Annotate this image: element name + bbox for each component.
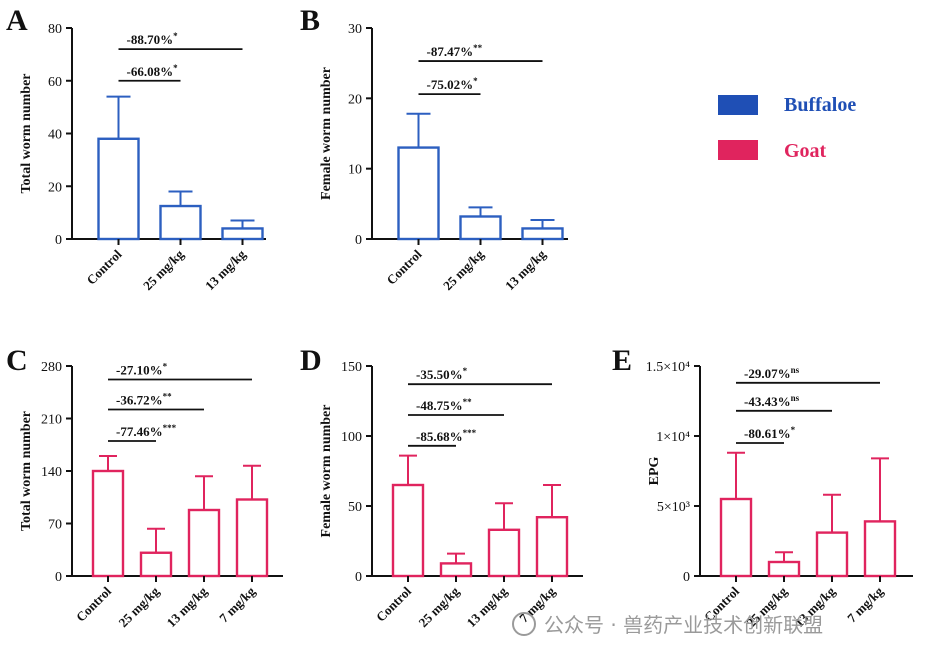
y-tick-label-d: 150 [341, 360, 362, 375]
annotation-label-c: -77.46%*** [116, 423, 177, 439]
y-tick-label-a: 20 [48, 180, 62, 195]
annotation-label-e: -43.43%ns [744, 393, 800, 409]
y-tick-label-c: 280 [41, 360, 62, 375]
y-tick-label-d: 50 [348, 500, 362, 515]
watermark-text: 公众号 · 兽药产业技术创新联盟 [544, 613, 823, 637]
annotation-label-d: -85.68%*** [416, 428, 477, 444]
annotation-label-e: -29.07%ns [744, 365, 800, 381]
x-tick-label-c: 7 mg/kg [216, 583, 258, 625]
x-tick-label-d: 25 mg/kg [416, 583, 463, 630]
y-tick-label-a: 0 [55, 233, 62, 248]
panel-letter-a: A [6, 4, 28, 37]
bar-b [521, 227, 564, 241]
y-tick-label-c: 140 [41, 465, 62, 480]
panel-letter-b: B [300, 4, 320, 37]
y-axis-label-d: Female worm number [319, 405, 334, 538]
legend-label-goat: Goat [784, 140, 827, 162]
bar-b [397, 146, 440, 241]
legend: Buffaloe Goat [718, 94, 856, 162]
wechat-icon [512, 612, 536, 636]
bar-c [139, 551, 173, 578]
y-tick-label-a: 80 [48, 22, 62, 37]
y-tick-label-e: 1.5×10⁴ [646, 360, 690, 375]
x-tick-label-b: 25 mg/kg [440, 246, 487, 293]
x-tick-label-a: 13 mg/kg [202, 246, 249, 293]
panel-b: B 0 10 20 30 Female worm number Control 25 mg/k… [300, 4, 568, 293]
y-tick-label-b: 20 [348, 92, 362, 107]
y-tick-label-c: 70 [48, 518, 62, 533]
legend-swatch-goat [718, 140, 758, 160]
y-tick-label-d: 100 [341, 430, 362, 445]
panel-letter-d: D [300, 344, 322, 377]
bar-a [221, 227, 264, 241]
bar-e [767, 560, 801, 578]
x-tick-label-b: 13 mg/kg [502, 246, 549, 293]
bar-b [459, 215, 502, 241]
annotation-label-d: -48.75%** [416, 397, 472, 413]
y-tick-label-c: 0 [55, 570, 62, 585]
bar-d [439, 562, 473, 578]
y-tick-label-d: 0 [355, 570, 362, 585]
bar-c [187, 508, 221, 578]
x-tick-label-c: 25 mg/kg [116, 583, 163, 630]
x-tick-label-d: 13 mg/kg [464, 583, 511, 630]
x-tick-label-c: 13 mg/kg [164, 583, 211, 630]
panel-d: D 0 50 100 150 Female worm number Control 25 mg… [300, 344, 583, 630]
bar-a [97, 137, 140, 241]
y-tick-label-c: 210 [41, 413, 62, 428]
x-tick-label-c: Control [73, 583, 114, 624]
y-tick-label-a: 60 [48, 75, 62, 90]
panel-letter-c: C [6, 344, 28, 377]
y-tick-label-b: 10 [348, 163, 362, 178]
annotation-label-c: -27.10%* [116, 362, 168, 378]
bar-a [159, 204, 202, 241]
bar-e [863, 520, 897, 578]
bar-e [719, 497, 753, 578]
legend-label-buffaloe: Buffaloe [784, 94, 856, 116]
x-tick-label-a: 25 mg/kg [140, 246, 187, 293]
annotation-label-b: -75.02%* [427, 76, 479, 92]
annotation-label-b: -87.47%** [427, 43, 483, 59]
watermark: 公众号 · 兽药产业技术创新联盟 [512, 612, 823, 637]
panel-a: A 0 20 40 60 80 Total worm number Control 25 mg/… [6, 4, 266, 293]
x-tick-label-e: 7 mg/kg [844, 583, 886, 625]
annotation-label-a: -88.70%* [127, 31, 179, 47]
bar-d [391, 483, 425, 578]
bar-c [235, 498, 269, 578]
bar-d [487, 528, 521, 578]
x-tick-label-b: Control [384, 246, 425, 287]
annotation-label-a: -66.08%* [127, 63, 179, 79]
annotation-label-c: -36.72%** [116, 392, 172, 408]
y-tick-label-b: 0 [355, 233, 362, 248]
bar-e [815, 531, 849, 578]
annotation-label-d: -35.50%* [416, 366, 468, 382]
y-tick-label-e: 1×10⁴ [656, 430, 690, 445]
y-tick-label-e: 5×10³ [657, 500, 690, 515]
y-tick-label-e: 0 [683, 570, 690, 585]
panel-c: C 0 70 140 210 280 Total worm number Control 25 … [6, 344, 283, 630]
bar-c [91, 469, 125, 578]
x-tick-label-a: Control [84, 246, 125, 287]
y-axis-label-c: Total worm number [19, 411, 34, 531]
x-tick-label-d: Control [373, 583, 414, 624]
legend-swatch-buffaloe [718, 95, 758, 115]
y-axis-label-e: EPG [647, 457, 662, 486]
bar-d [535, 516, 569, 578]
y-axis-label-b: Female worm number [319, 67, 334, 200]
y-tick-label-a: 40 [48, 128, 62, 143]
panel-letter-e: E [612, 344, 632, 377]
annotation-label-e: -80.61%* [744, 425, 796, 441]
y-axis-label-a: Total worm number [19, 73, 34, 193]
y-tick-label-b: 30 [348, 22, 362, 37]
